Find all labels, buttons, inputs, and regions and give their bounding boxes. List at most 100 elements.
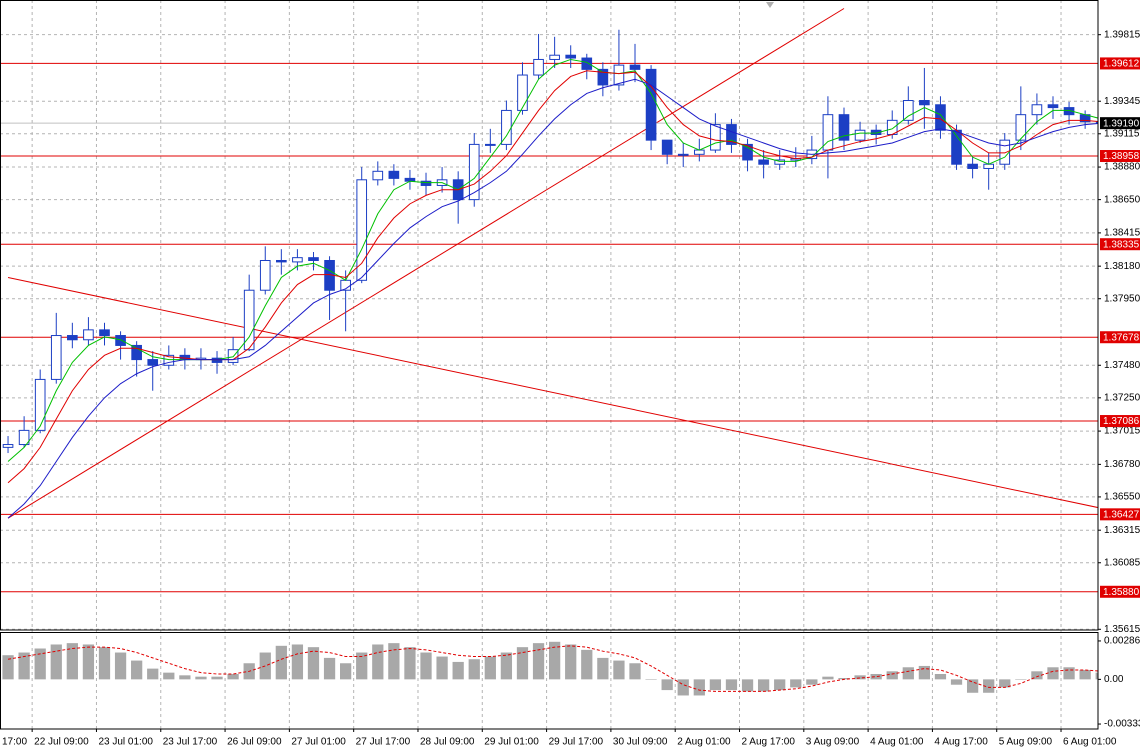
candle-body [565,54,577,59]
histogram-bar [275,645,287,680]
histogram-bar [356,652,368,680]
x-tick-label: 2 Aug 17:00 [742,737,796,748]
y-tick-label: 1.37015 [1104,426,1140,437]
candle-body [581,57,593,70]
histogram-bar [195,676,207,680]
histogram-bar [388,643,400,680]
histogram-bar [532,643,545,680]
y-tick-label: 1.36085 [1104,557,1140,568]
level-label-box [1100,57,1140,70]
candle-body [420,180,432,186]
histogram-bar [886,671,898,680]
candle-body [774,159,786,165]
candle-body [1031,104,1043,116]
level-label: 1.36427 [1103,509,1140,520]
candle-body [726,124,737,145]
histogram-bar [1047,667,1059,680]
x-tick-label: 28 Jul 09:00 [420,737,475,748]
x-tick-label: 27 Jul 01:00 [291,737,346,748]
histogram-bar [597,657,609,680]
candle-body [2,444,14,448]
moving-average [7,78,1098,519]
histogram-bar [34,648,46,680]
histogram-bar [307,647,320,680]
indicator-panel [2,641,1098,696]
y-tick-label: 1.38650 [1104,194,1140,205]
x-tick-label: 3 Aug 09:00 [806,737,860,748]
candle-body [356,179,368,281]
trendline [7,8,845,519]
x-tick-label: 26 Jul 09:00 [227,737,282,748]
histogram-bar [82,644,95,680]
histogram-bar [661,679,673,691]
y-tick-label: 1.37250 [1104,392,1140,403]
histogram-bar [725,679,738,691]
y-tick-label: 1.35615 [1104,624,1140,635]
histogram-bar [934,673,947,680]
candle-body [999,139,1011,165]
candle-body [211,357,223,363]
x-tick-label: 30 Jul 09:00 [613,737,668,748]
histogram-bar [565,644,577,680]
histogram-bar [966,679,979,693]
x-tick-label: 29 Jul 17:00 [549,737,604,748]
histogram-bar [436,656,448,680]
candle-body [935,104,946,131]
histogram-bar [709,679,722,691]
level-label: 1.38958 [1103,151,1140,162]
histogram-bar [66,643,78,680]
histogram-bar [1079,669,1091,680]
level-label-box [1100,238,1140,251]
current-price-label: 1.39190 [1103,118,1140,129]
candle-body [308,257,319,261]
level-label: 1.37086 [1103,416,1140,427]
histogram-bar [757,679,770,692]
candle-body [597,68,609,86]
axes: 1.39815 1.39345 1.39115 1.38880 1.38650 1.384… [2,29,1140,748]
x-tick-label: 23 Jul 01:00 [98,737,153,748]
candle-body [147,359,159,366]
x-tick-label: 27 Jul 17:00 [356,737,411,748]
histogram-bar [404,647,416,680]
histogram-bar [420,652,432,680]
histogram-bar [323,657,336,680]
histogram-bar [500,652,513,680]
y-tick-label: 1.39815 [1104,29,1140,40]
candle-body [243,289,255,351]
candle-body [854,129,866,141]
candle-body [758,159,769,165]
y-tick-label: 1.36315 [1104,525,1140,536]
histogram-bar [790,679,802,688]
candle-body [50,335,62,380]
histogram-bar [179,675,191,680]
level-label: 1.38335 [1103,239,1140,250]
histogram-bar [227,673,239,680]
histogram-bar [613,660,625,680]
candle-body [983,163,995,169]
candle-body [742,143,753,161]
level-label-box [1100,331,1140,344]
candle-body [710,124,721,151]
histogram-bar [806,679,818,685]
y-tick-label: 1.36550 [1104,492,1140,503]
histogram-bar [677,679,689,696]
candle-body [870,129,882,135]
x-tick-label: 23 Jul 17:00 [163,737,218,748]
histogram-bar [822,676,834,680]
candle-body [131,344,142,361]
candle-body [1015,114,1027,141]
candle-body [1063,107,1075,116]
trendline [7,276,1098,509]
candle-body [388,170,400,179]
candle-body [468,143,480,201]
candle-body [677,153,689,156]
histogram-bar [1031,671,1043,680]
candle-body [259,259,271,291]
candle-body [163,354,175,366]
indicator-tick-label: 0.00 [1104,674,1124,685]
histogram-bar [774,679,786,691]
histogram-bar [741,679,754,692]
level-label-box [1100,508,1140,521]
